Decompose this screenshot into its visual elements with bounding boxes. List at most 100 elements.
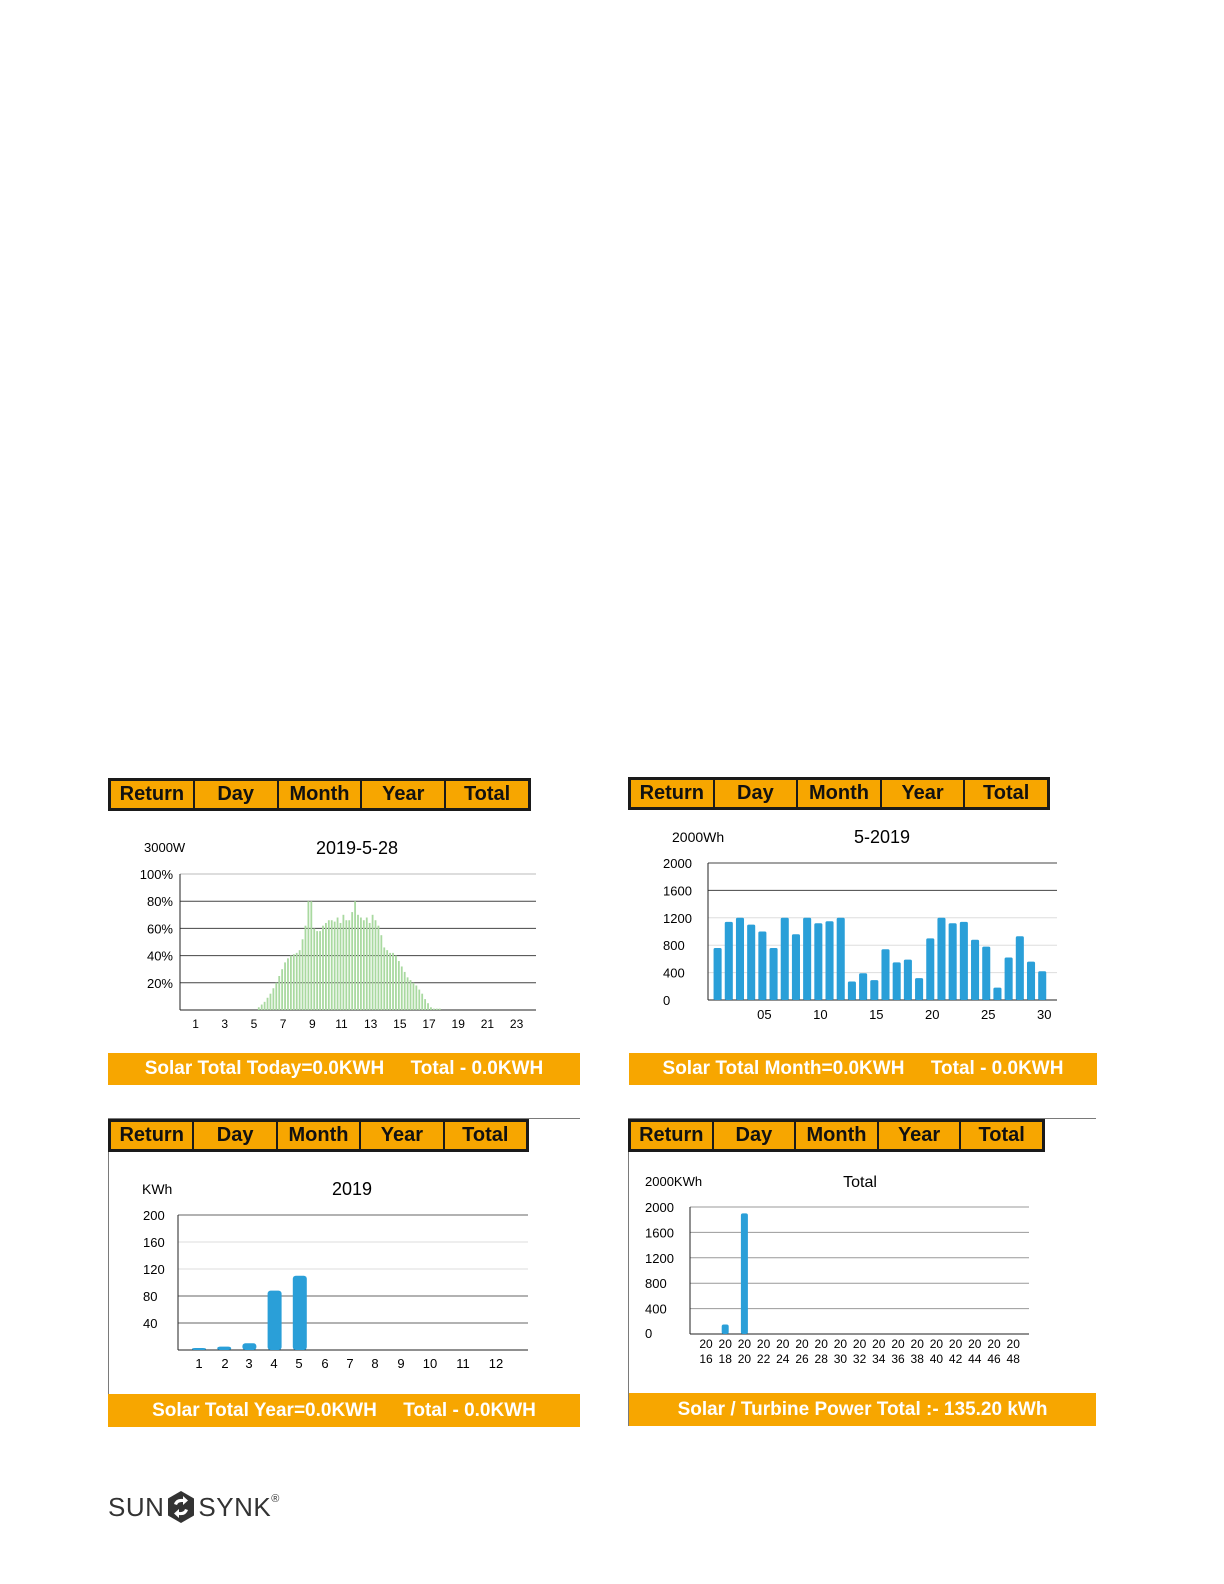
day-summary-text: Solar Total Today=0.0KWH Total - 0.0KWH <box>144 1058 544 1079</box>
x-tick-label: 46 <box>987 1352 1001 1366</box>
tab-year[interactable]: Year <box>879 1122 962 1149</box>
data-bar <box>780 917 789 1000</box>
tab-year[interactable]: Year <box>882 780 966 807</box>
data-bar <box>993 987 1002 1000</box>
x-tick-label: 3 <box>245 1356 252 1371</box>
tab-day[interactable]: Day <box>715 780 799 807</box>
data-bar <box>217 1346 232 1350</box>
tab-day[interactable]: Day <box>714 1122 797 1149</box>
data-bar <box>304 925 307 1010</box>
y-tick-label: 800 <box>663 938 685 953</box>
x-tick-label: 16 <box>699 1352 713 1366</box>
data-bar <box>959 921 968 1000</box>
x-tick-label: 20 <box>925 1007 939 1022</box>
tab-month[interactable]: Month <box>278 1122 362 1149</box>
frame-left-line <box>628 1118 629 1426</box>
y-tick-label: 400 <box>663 966 685 981</box>
year-summary-bar: Solar Total Year=0.0KWH Total - 0.0KWH <box>108 1394 580 1427</box>
data-bar <box>289 955 292 1010</box>
tab-bar: Return Day Month Year Total <box>108 778 531 811</box>
data-bar <box>847 981 856 1000</box>
data-bar <box>360 917 362 1010</box>
day-summary-bar: Solar Total Today=0.0KWH Total - 0.0KWH <box>108 1053 580 1085</box>
y-tick-label: 0 <box>645 1326 652 1341</box>
x-tick-label: 38 <box>911 1352 925 1366</box>
tab-month[interactable]: Month <box>796 1122 879 1149</box>
y-tick-label: 60% <box>147 921 173 936</box>
tab-month[interactable]: Month <box>279 781 363 808</box>
x-tick-label: 34 <box>872 1352 886 1366</box>
x-tick-label: 21 <box>481 1017 495 1031</box>
registered-mark: ® <box>271 1493 280 1505</box>
y-tick-label: 100% <box>140 867 174 882</box>
data-bar <box>348 920 351 1010</box>
sunsynk-logo: SUN SYNK ® <box>108 1490 279 1524</box>
x-tick-label: 15 <box>393 1017 407 1031</box>
data-bar <box>333 921 336 1010</box>
x-tick-label: 10 <box>813 1007 827 1022</box>
data-bar <box>937 917 946 1000</box>
y-tick-label: 40 <box>143 1316 157 1331</box>
data-bar <box>982 946 991 1000</box>
data-bar <box>432 1008 435 1010</box>
x-tick-label: 20 <box>815 1337 829 1351</box>
data-bar <box>747 924 756 1000</box>
x-tick-label: 5 <box>251 1017 258 1031</box>
x-tick-label: 20 <box>853 1337 867 1351</box>
tab-return[interactable]: Return <box>631 1122 714 1149</box>
data-bar <box>430 1007 432 1010</box>
x-tick-label: 30 <box>1037 1007 1051 1022</box>
tab-return[interactable]: Return <box>111 781 195 808</box>
data-bar <box>371 914 374 1010</box>
data-bar <box>292 954 295 1010</box>
x-tick-label: 20 <box>776 1337 790 1351</box>
x-tick-label: 23 <box>510 1017 524 1031</box>
data-bar <box>377 925 380 1010</box>
chart-title: Total <box>843 1174 877 1191</box>
x-tick-label: 20 <box>1007 1337 1021 1351</box>
data-bar <box>383 947 386 1010</box>
tab-month[interactable]: Month <box>798 780 882 807</box>
tab-bar: Return Day Month Year Total <box>108 1119 529 1152</box>
tab-total[interactable]: Total <box>463 783 511 805</box>
x-tick-label: 20 <box>930 1337 944 1351</box>
y-tick-label: 1200 <box>663 911 692 926</box>
data-bar <box>354 901 356 1010</box>
chart-title: 2019 <box>332 1179 372 1199</box>
data-bar <box>313 928 316 1010</box>
x-tick-label: 28 <box>815 1352 829 1366</box>
y-tick-label: 40% <box>147 949 173 964</box>
data-bar <box>438 1008 441 1010</box>
data-bar <box>424 999 427 1010</box>
tab-total[interactable]: Total <box>462 1124 509 1146</box>
data-bar <box>325 922 327 1010</box>
tab-day[interactable]: Day <box>195 781 279 808</box>
y-tick-label: 80 <box>143 1289 157 1304</box>
data-bar <box>814 923 823 1000</box>
frame-left-line <box>108 1118 109 1426</box>
data-bar <box>412 982 415 1010</box>
data-bar <box>327 920 330 1010</box>
y-tick-label: 1600 <box>645 1225 674 1240</box>
x-tick-label: 25 <box>981 1007 995 1022</box>
tab-day[interactable]: Day <box>194 1122 278 1149</box>
chart-unit-label: 2000Wh <box>672 829 724 845</box>
data-bar <box>362 920 365 1010</box>
tab-year[interactable]: Year <box>362 781 447 808</box>
x-tick-label: 30 <box>834 1352 848 1366</box>
data-bar <box>351 912 354 1010</box>
x-tick-label: 20 <box>795 1337 809 1351</box>
y-tick-label: 20% <box>147 976 173 991</box>
tab-year[interactable]: Year <box>361 1122 445 1149</box>
tab-total[interactable]: Total <box>978 1124 1025 1146</box>
tab-total[interactable]: Total <box>983 782 1030 804</box>
tab-return[interactable]: Return <box>111 1122 195 1149</box>
x-tick-label: 32 <box>853 1352 867 1366</box>
y-tick-label: 2000 <box>663 856 692 871</box>
tab-return[interactable]: Return <box>631 780 715 807</box>
x-tick-label: 17 <box>422 1017 436 1031</box>
data-bar <box>316 931 319 1010</box>
y-tick-label: 160 <box>143 1235 165 1250</box>
